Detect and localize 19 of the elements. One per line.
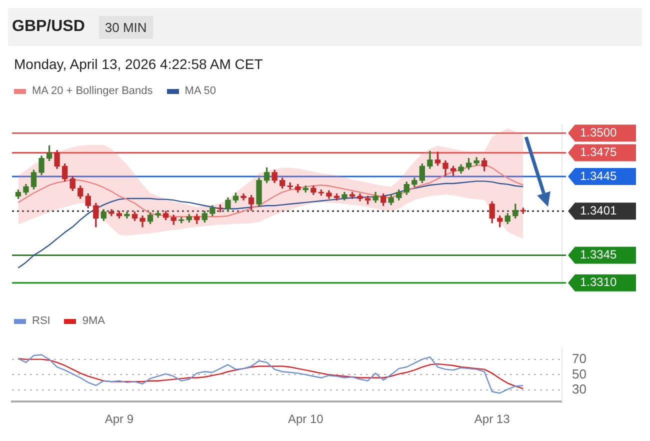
y-tick-label: 70 — [572, 350, 586, 366]
y-tick-label: 1.3310 — [580, 275, 618, 290]
y-tick-label: 1.3401 — [580, 203, 618, 218]
x-tick-label: Apr 10 — [288, 412, 324, 426]
chart-subtitle: Monday, April 13, 2026 4:22:58 AM CET — [13, 55, 264, 74]
y-tick-label: 1.3475 — [580, 145, 618, 160]
legend-label: MA 50 — [184, 85, 216, 97]
legend-label: RSI — [32, 315, 50, 327]
x-tick-label: Apr 9 — [104, 412, 134, 426]
chart-title: GBP/USD — [12, 18, 85, 36]
y-tick-label: 1.3500 — [580, 125, 618, 140]
y-tick-label: 1.3445 — [580, 168, 618, 183]
y-tick-label: 30 — [572, 382, 586, 397]
text: 30 MIN — [98, 16, 153, 38]
y-tick-label: 1.3345 — [580, 248, 618, 262]
legend-label: 9MA — [82, 315, 105, 327]
legend-label: MA 20 + Bollinger Bands — [32, 85, 153, 97]
x-tick-label: Apr 13 — [474, 412, 510, 426]
y-tick-label: 50 — [572, 366, 586, 382]
